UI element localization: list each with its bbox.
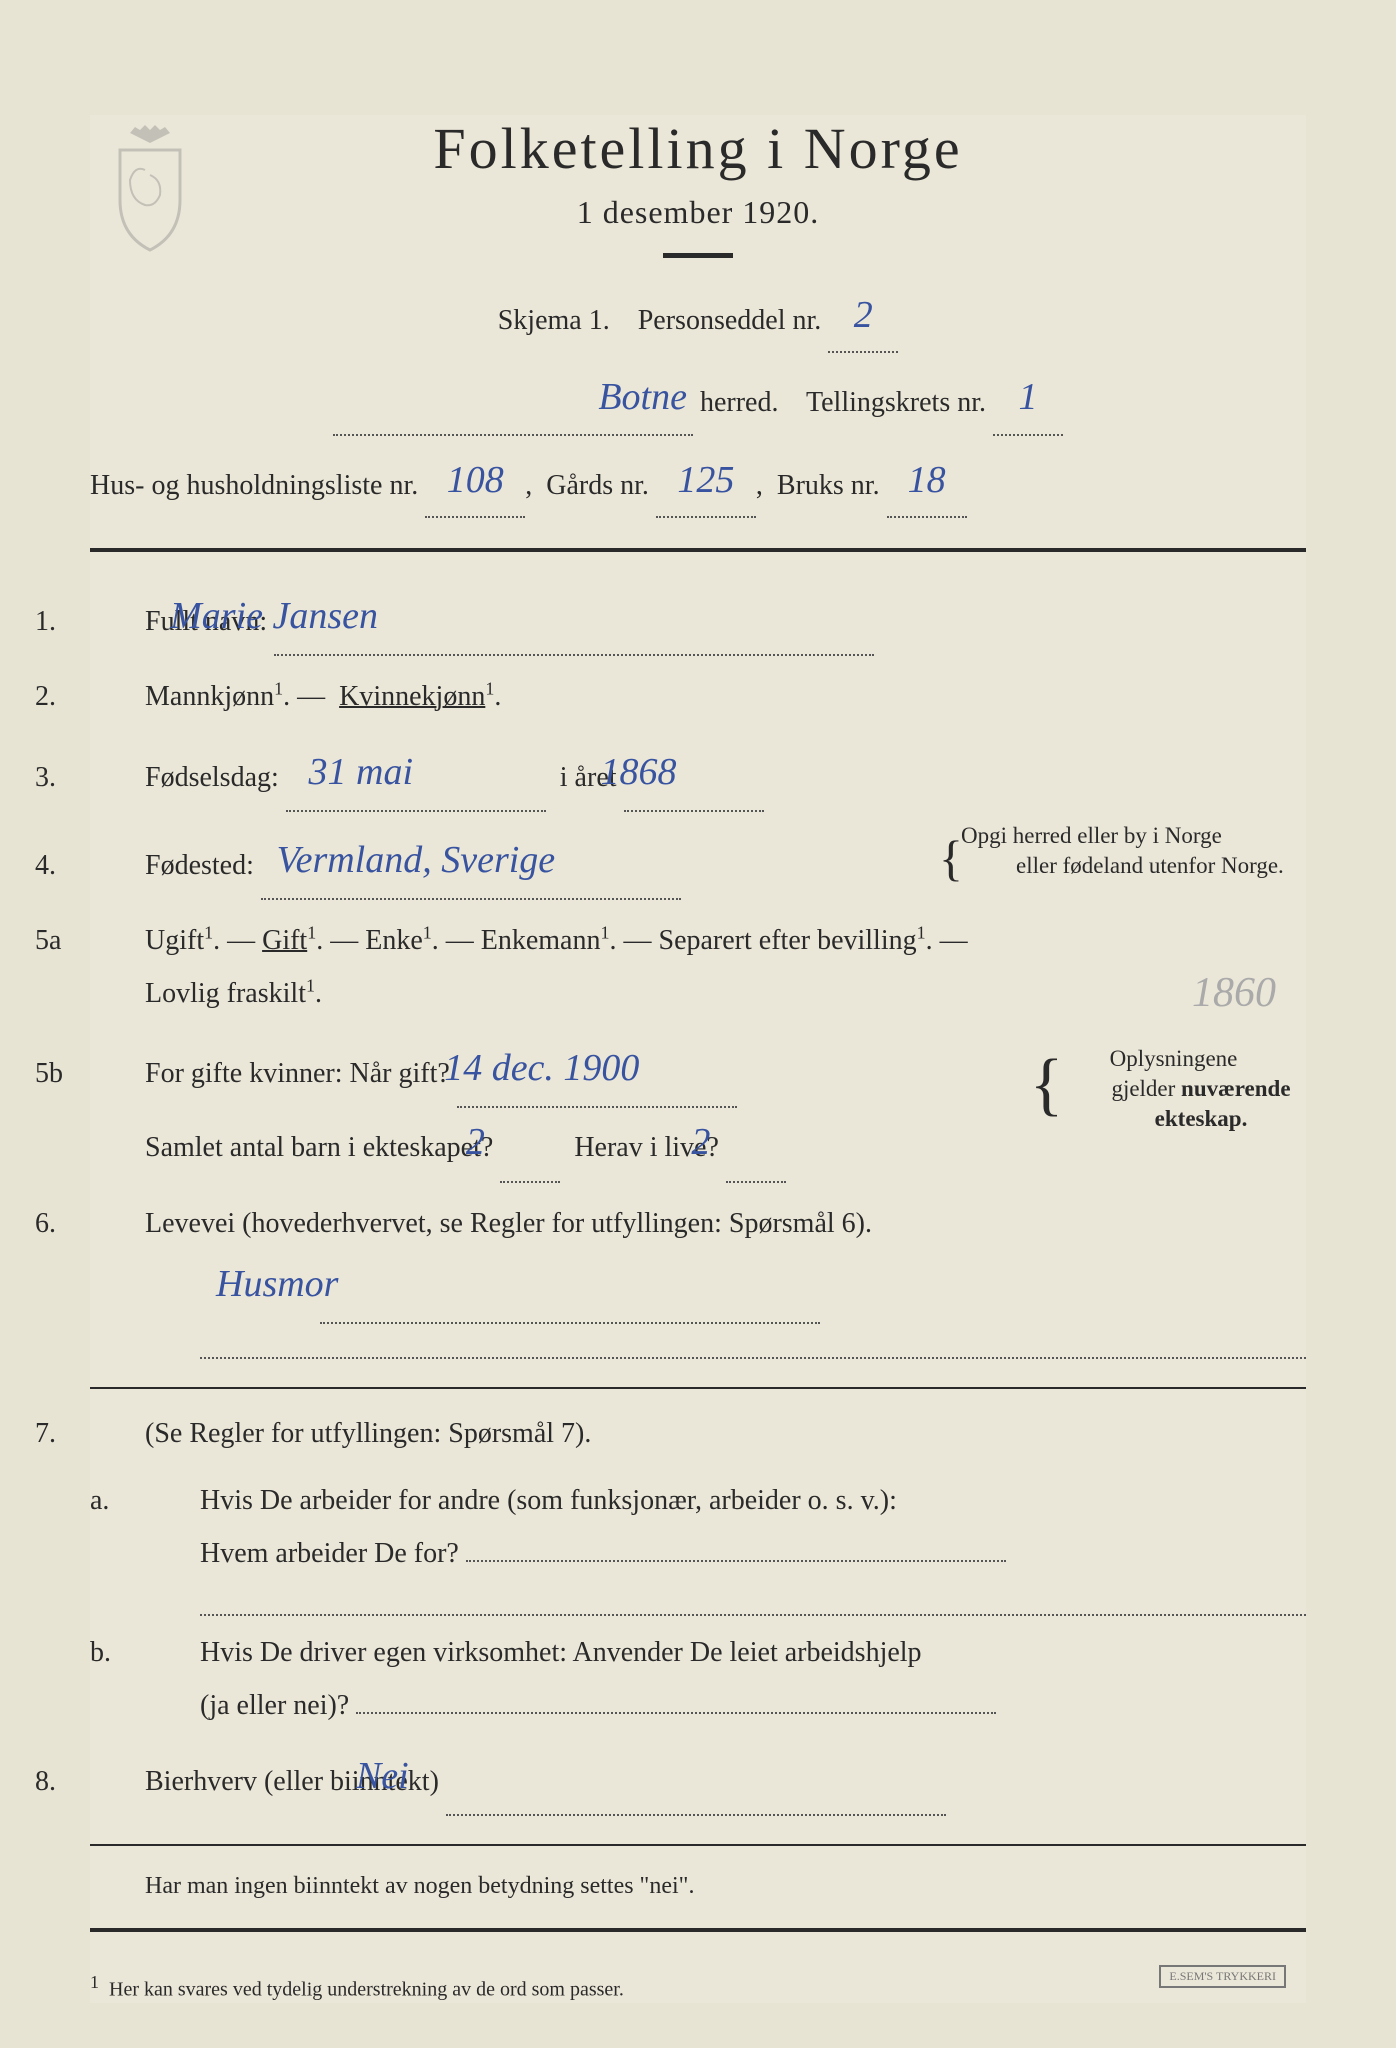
q3-row: 3. Fødselsdag: 31 mai i året 1868 — [90, 738, 1306, 812]
title-divider — [663, 253, 733, 258]
q5a-num: 5a — [90, 914, 138, 967]
q6-value: Husmor — [271, 1248, 338, 1320]
q6-label: Levevei (hovederhvervet, se Regler for u… — [145, 1208, 872, 1239]
farm-label: Gårds nr. — [546, 470, 649, 501]
q3-num: 3. — [90, 751, 138, 804]
q5b-l1-value: 14 dec. 1900 — [499, 1032, 639, 1104]
q4-label: Fødested: — [145, 850, 254, 881]
q7-label: (Se Regler for utfyllingen: Spørsmål 7). — [145, 1418, 591, 1449]
divider-thin — [90, 1387, 1306, 1389]
document-title: Folketelling i Norge — [90, 115, 1306, 182]
q5a-opt1: Gift — [262, 925, 307, 956]
section-divider — [90, 548, 1306, 552]
q5a-opt5: Lovlig fraskilt — [145, 978, 306, 1009]
q2-male: Mannkjønn — [145, 681, 274, 712]
q7a-l2: Hvem arbeider De for? — [200, 1538, 459, 1569]
q8-row: 8. Bierhverv (eller biinntekt) Nei — [90, 1742, 1306, 1816]
q6-num: 6. — [90, 1197, 138, 1250]
form-label: Skjema 1. — [498, 305, 610, 336]
q3-day: 31 mai — [360, 736, 417, 808]
q5a-row: 5a Ugift1. — Gift1. — Enke1. — Enkemann1… — [90, 914, 1306, 1020]
printer-stamp: E.SEM'S TRYKKERI — [1159, 1965, 1286, 1988]
q5b-side-a: Oplysningene — [1110, 1046, 1238, 1071]
q5b-l1-label: For gifte kvinner: Når gift? — [145, 1058, 450, 1089]
coat-of-arms-icon — [100, 125, 200, 255]
q5a-opt2: Enke — [365, 925, 423, 956]
q1-value: Marie Jansen — [225, 580, 378, 652]
q1-row: 1. Fullt navn: Marie Jansen — [90, 582, 1306, 656]
form-meta-line-3: Hus- og husholdningsliste nr. 108 , Gård… — [90, 448, 1306, 518]
form-meta-line-1: Skjema 1. Personseddel nr. 2 — [90, 283, 1306, 353]
use-label: Bruks nr. — [777, 470, 880, 501]
q7a-row: a. Hvis De arbeider for andre (som funks… — [90, 1474, 1306, 1615]
q3-label: Fødselsdag: — [145, 762, 279, 793]
form-meta-line-2: Botne herred. Tellingskrets nr. 1 — [90, 365, 1306, 435]
divider-thin-2 — [90, 1844, 1306, 1846]
footer-note-row: Har man ingen biinntekt av nogen betydni… — [90, 1864, 1306, 1910]
household-nr: 108 — [447, 446, 504, 514]
q5b-l2-label: Samlet antal barn i ekteskapet? — [145, 1132, 493, 1163]
q7b-l1: Hvis De driver egen virksomhet: Anvender… — [200, 1637, 922, 1668]
person-slip-nr: 2 — [854, 281, 873, 349]
district-value: Botne — [598, 363, 687, 431]
q5a-opt3: Enkemann — [481, 925, 601, 956]
q7a-letter: a. — [145, 1474, 193, 1527]
q7-num: 7. — [90, 1407, 138, 1460]
use-nr: 18 — [908, 446, 946, 514]
q4-value: Vermland, Sverige — [332, 824, 556, 896]
person-slip-label: Personseddel nr. — [638, 305, 822, 336]
footnote-num: 1 — [90, 1972, 99, 1992]
district-suffix: herred. — [700, 387, 779, 418]
q7b-row: b. Hvis De driver egen virksomhet: Anven… — [90, 1626, 1306, 1732]
census-circle-label: Tellingskrets nr. — [806, 387, 986, 418]
q6-row: 6. Levevei (hovederhvervet, se Regler fo… — [90, 1197, 1306, 1359]
q5a-opt4: Separert efter bevilling — [659, 925, 917, 956]
bottom-divider — [90, 1928, 1306, 1932]
q5b-side-b: gjelder — [1111, 1076, 1175, 1101]
q2-num: 2. — [90, 670, 138, 723]
q5a-opt0: Ugift — [145, 925, 204, 956]
footnote-row: 1 Her kan svares ved tydelig understrekn… — [90, 1972, 1306, 2002]
q7b-letter: b. — [145, 1626, 193, 1679]
q3-year: 1868 — [656, 736, 677, 808]
household-label: Hus- og husholdningsliste nr. — [90, 470, 418, 501]
document-date: 1 desember 1920. — [90, 194, 1306, 231]
q4-row: 4. Fødested: Vermland, Sverige { Opgi he… — [90, 826, 1306, 900]
q2-row: 2. Mannkjønn1. — Kvinnekjønn1. — [90, 670, 1306, 723]
footnote-text: Her kan svares ved tydelig understreknin… — [109, 1978, 624, 2000]
farm-nr: 125 — [677, 446, 734, 514]
pencil-note: 1860 — [1247, 954, 1276, 1034]
q8-num: 8. — [90, 1755, 138, 1808]
q5b-num: 5b — [90, 1047, 138, 1100]
q4-side-b: eller fødeland utenfor Norge. — [1016, 853, 1284, 878]
footer-note: Har man ingen biinntekt av nogen betydni… — [145, 1873, 694, 1899]
q5b-side-c: nuværende ekteskap. — [1155, 1076, 1291, 1131]
q4-side-a: Opgi herred eller by i Norge — [961, 823, 1222, 848]
q1-num: 1. — [90, 595, 138, 648]
q7a-l1: Hvis De arbeider for andre (som funksjon… — [200, 1485, 897, 1516]
q7-row: 7. (Se Regler for utfyllingen: Spørsmål … — [90, 1407, 1306, 1460]
q7b-l2: (ja eller nei)? — [200, 1690, 349, 1721]
census-circle-nr: 1 — [1019, 363, 1038, 431]
q4-num: 4. — [90, 839, 138, 892]
q5b-row: 5b For gifte kvinner: Når gift? 14 dec. … — [90, 1034, 1306, 1182]
q2-female: Kvinnekjønn — [339, 681, 485, 712]
